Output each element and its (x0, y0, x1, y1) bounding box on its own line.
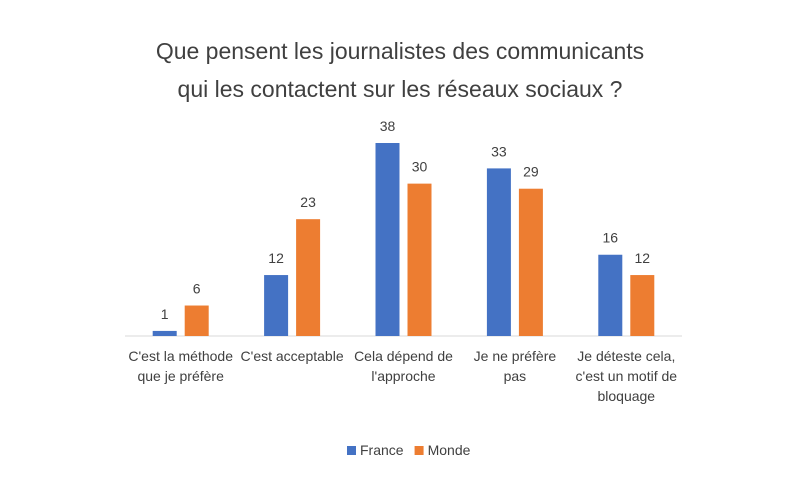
data-label: 12 (268, 250, 284, 266)
data-label: 38 (380, 118, 396, 134)
data-label: 23 (300, 194, 316, 210)
data-label: 1 (161, 306, 169, 322)
data-label: 12 (635, 250, 651, 266)
bar (486, 168, 511, 336)
data-label: 30 (412, 159, 428, 175)
bar (184, 305, 209, 336)
data-label: 33 (491, 143, 507, 159)
x-tick-label: C'est la méthode que je préfère (128, 348, 233, 384)
chart-title: Que pensent les journalistes des communi… (155, 38, 645, 102)
bar (630, 275, 655, 336)
legend-swatch (347, 446, 356, 455)
data-label: 6 (193, 281, 201, 297)
x-tick-label: Cela dépend de l'approche (354, 348, 453, 384)
legend-swatch (414, 446, 424, 455)
x-tick-label: Je déteste cela, c'est un motif de bloqu… (575, 348, 678, 404)
x-tick-label: Je ne préfère pas (473, 348, 557, 384)
bar (264, 275, 289, 336)
bar (375, 143, 400, 336)
bar (152, 330, 177, 336)
legend-label: Monde (428, 442, 471, 458)
bar (407, 183, 432, 336)
legend-label: France (360, 442, 404, 458)
data-label: 29 (523, 164, 539, 180)
bar (296, 219, 321, 336)
bar (598, 254, 623, 336)
x-tick-label: C'est acceptable (240, 348, 344, 364)
data-label: 16 (603, 230, 619, 246)
bar (518, 188, 543, 336)
